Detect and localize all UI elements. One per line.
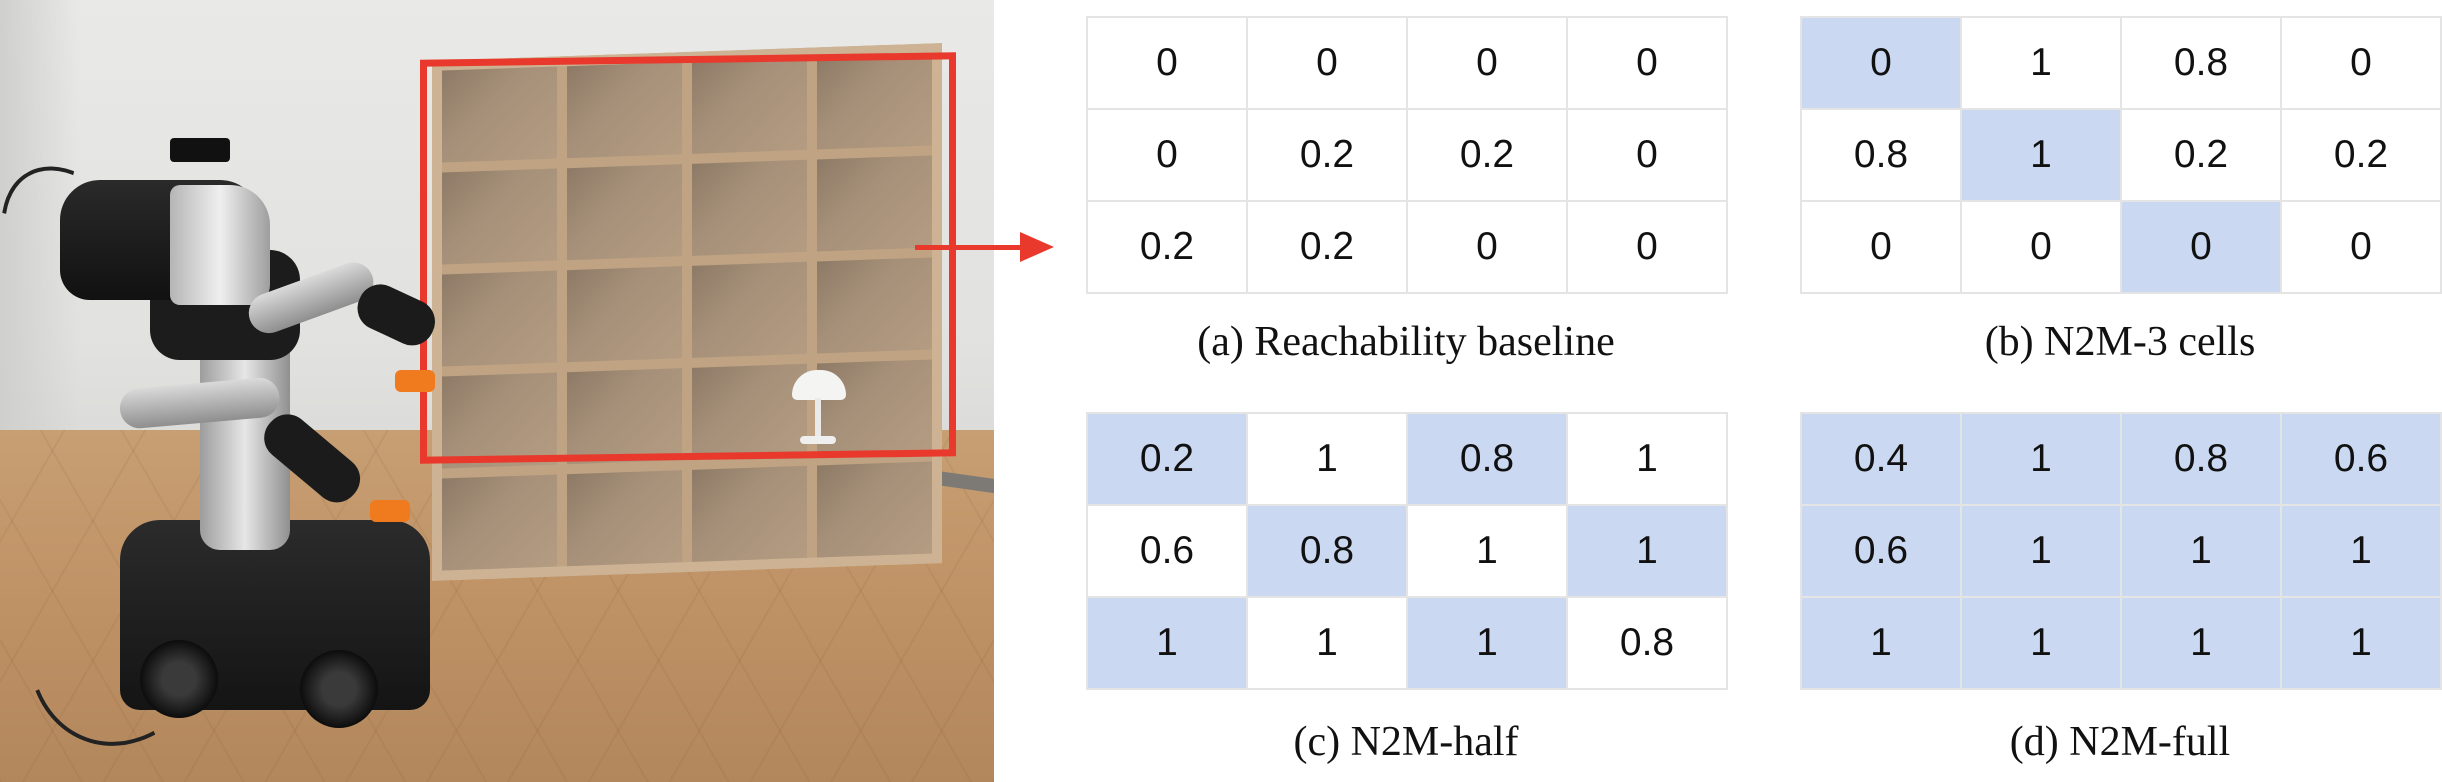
- grid-cell: 1: [1960, 412, 2122, 506]
- grid-cell: 0.8: [1800, 108, 1962, 202]
- grid-cell: 0: [1566, 200, 1728, 294]
- grid-row: 0.6 0.8 1 1: [1086, 504, 1728, 598]
- cubby: [817, 461, 932, 558]
- grid-cell: 0: [1960, 200, 2122, 294]
- grid-cell: 1: [1566, 412, 1728, 506]
- grid-cell: 0: [2280, 16, 2442, 110]
- arrow-head: [1020, 232, 1054, 262]
- n2m-half-grid: 0.2 1 0.8 1 0.6 0.8 1 1 1 1 1 0.8: [1086, 412, 1728, 690]
- grid-cell: 0.2: [1246, 108, 1408, 202]
- grid-cell: 0.8: [1566, 596, 1728, 690]
- grid-cell: 0.8: [1246, 504, 1408, 598]
- caption-n2m-half: (c) N2M-half: [1293, 719, 1519, 765]
- grid-cell: 0.2: [2280, 108, 2442, 202]
- grid-row: 0.2 1 0.8 1: [1086, 412, 1728, 506]
- n2m-full-grid: 0.4 1 0.8 0.6 0.6 1 1 1 1 1 1 1: [1800, 412, 2442, 690]
- grid-cell: 0: [1800, 200, 1962, 294]
- grid-cell: 1: [2280, 504, 2442, 598]
- grid-cell: 1: [1800, 596, 1962, 690]
- grid-cell: 0: [1406, 16, 1568, 110]
- grid-cell: 0.6: [2280, 412, 2442, 506]
- grid-cell: 0.6: [1800, 504, 1962, 598]
- cubby: [442, 474, 557, 571]
- lamp-shade: [792, 370, 846, 400]
- grid-cell: 1: [2120, 596, 2282, 690]
- reachability-baseline-grid: 0 0 0 0 0 0.2 0.2 0 0.2 0.2 0 0: [1086, 16, 1728, 294]
- robot-wheel: [140, 640, 218, 718]
- grid-cell: 0: [1566, 16, 1728, 110]
- grid-cell: 1: [2280, 596, 2442, 690]
- lamp-stem: [815, 398, 821, 438]
- caption-n2m-3-cells: (b) N2M-3 cells: [1984, 319, 2256, 365]
- grid-cell: 1: [1960, 504, 2122, 598]
- robot-wheel: [300, 650, 378, 728]
- grid-cell: 0.8: [2120, 412, 2282, 506]
- grid-row: 1 1 1 0.8: [1086, 596, 1728, 690]
- grid-row: 0.4 1 0.8 0.6: [1800, 412, 2442, 506]
- caption-reachability-baseline: (a) Reachability baseline: [1197, 319, 1615, 365]
- grid-cell: 1: [1246, 412, 1408, 506]
- grid-cell: 1: [1086, 596, 1248, 690]
- arrow-line: [915, 245, 1025, 250]
- grid-cell: 0: [2280, 200, 2442, 294]
- grid-cell: 0.2: [1406, 108, 1568, 202]
- grid-row: 0.8 1 0.2 0.2: [1800, 108, 2442, 202]
- grid-cell: 0: [1406, 200, 1568, 294]
- grid-cell: 0.2: [1086, 412, 1248, 506]
- grid-cell: 1: [1960, 108, 2122, 202]
- grid-cell: 1: [1246, 596, 1408, 690]
- caption-n2m-full: (d) N2M-full: [2009, 719, 2231, 765]
- robot-head-cover: [170, 185, 270, 305]
- grid-cell: 0: [1086, 16, 1248, 110]
- grid-cell: 0.2: [2120, 108, 2282, 202]
- grid-cell: 1: [1960, 596, 2122, 690]
- grid-cell: 0: [2120, 200, 2282, 294]
- grid-cell: 1: [1960, 16, 2122, 110]
- grid-cell: 0.6: [1086, 504, 1248, 598]
- cubby: [692, 465, 807, 562]
- robot-lower-gripper: [370, 500, 410, 522]
- grid-row: 0 0.2 0.2 0: [1086, 108, 1728, 202]
- grid-cell: 1: [1406, 504, 1568, 598]
- grid-cell: 0.4: [1800, 412, 1962, 506]
- robot-camera: [170, 138, 230, 162]
- lamp-base: [800, 436, 836, 444]
- grid-cell: 0: [1246, 16, 1408, 110]
- grid-row: 0.6 1 1 1: [1800, 504, 2442, 598]
- grid-cell: 1: [2120, 504, 2282, 598]
- robot-gripper: [395, 370, 435, 392]
- shelf-highlight-box: [420, 52, 956, 464]
- grid-cell: 0: [1800, 16, 1962, 110]
- n2m-3-cells-grid: 0 1 0.8 0 0.8 1 0.2 0.2 0 0 0 0: [1800, 16, 2442, 294]
- grid-cell: 1: [1566, 504, 1728, 598]
- grid-cell: 0: [1086, 108, 1248, 202]
- grid-cell: 0: [1566, 108, 1728, 202]
- grid-cell: 0.2: [1246, 200, 1408, 294]
- grid-cell: 0.8: [1406, 412, 1568, 506]
- robot-shelf-photo: [0, 0, 994, 782]
- grid-cell: 0.2: [1086, 200, 1248, 294]
- grid-cell: 1: [1406, 596, 1568, 690]
- grid-cell: 0.8: [2120, 16, 2282, 110]
- grid-row: 0 1 0.8 0: [1800, 16, 2442, 110]
- cubby: [567, 470, 682, 567]
- grid-row: 0.2 0.2 0 0: [1086, 200, 1728, 294]
